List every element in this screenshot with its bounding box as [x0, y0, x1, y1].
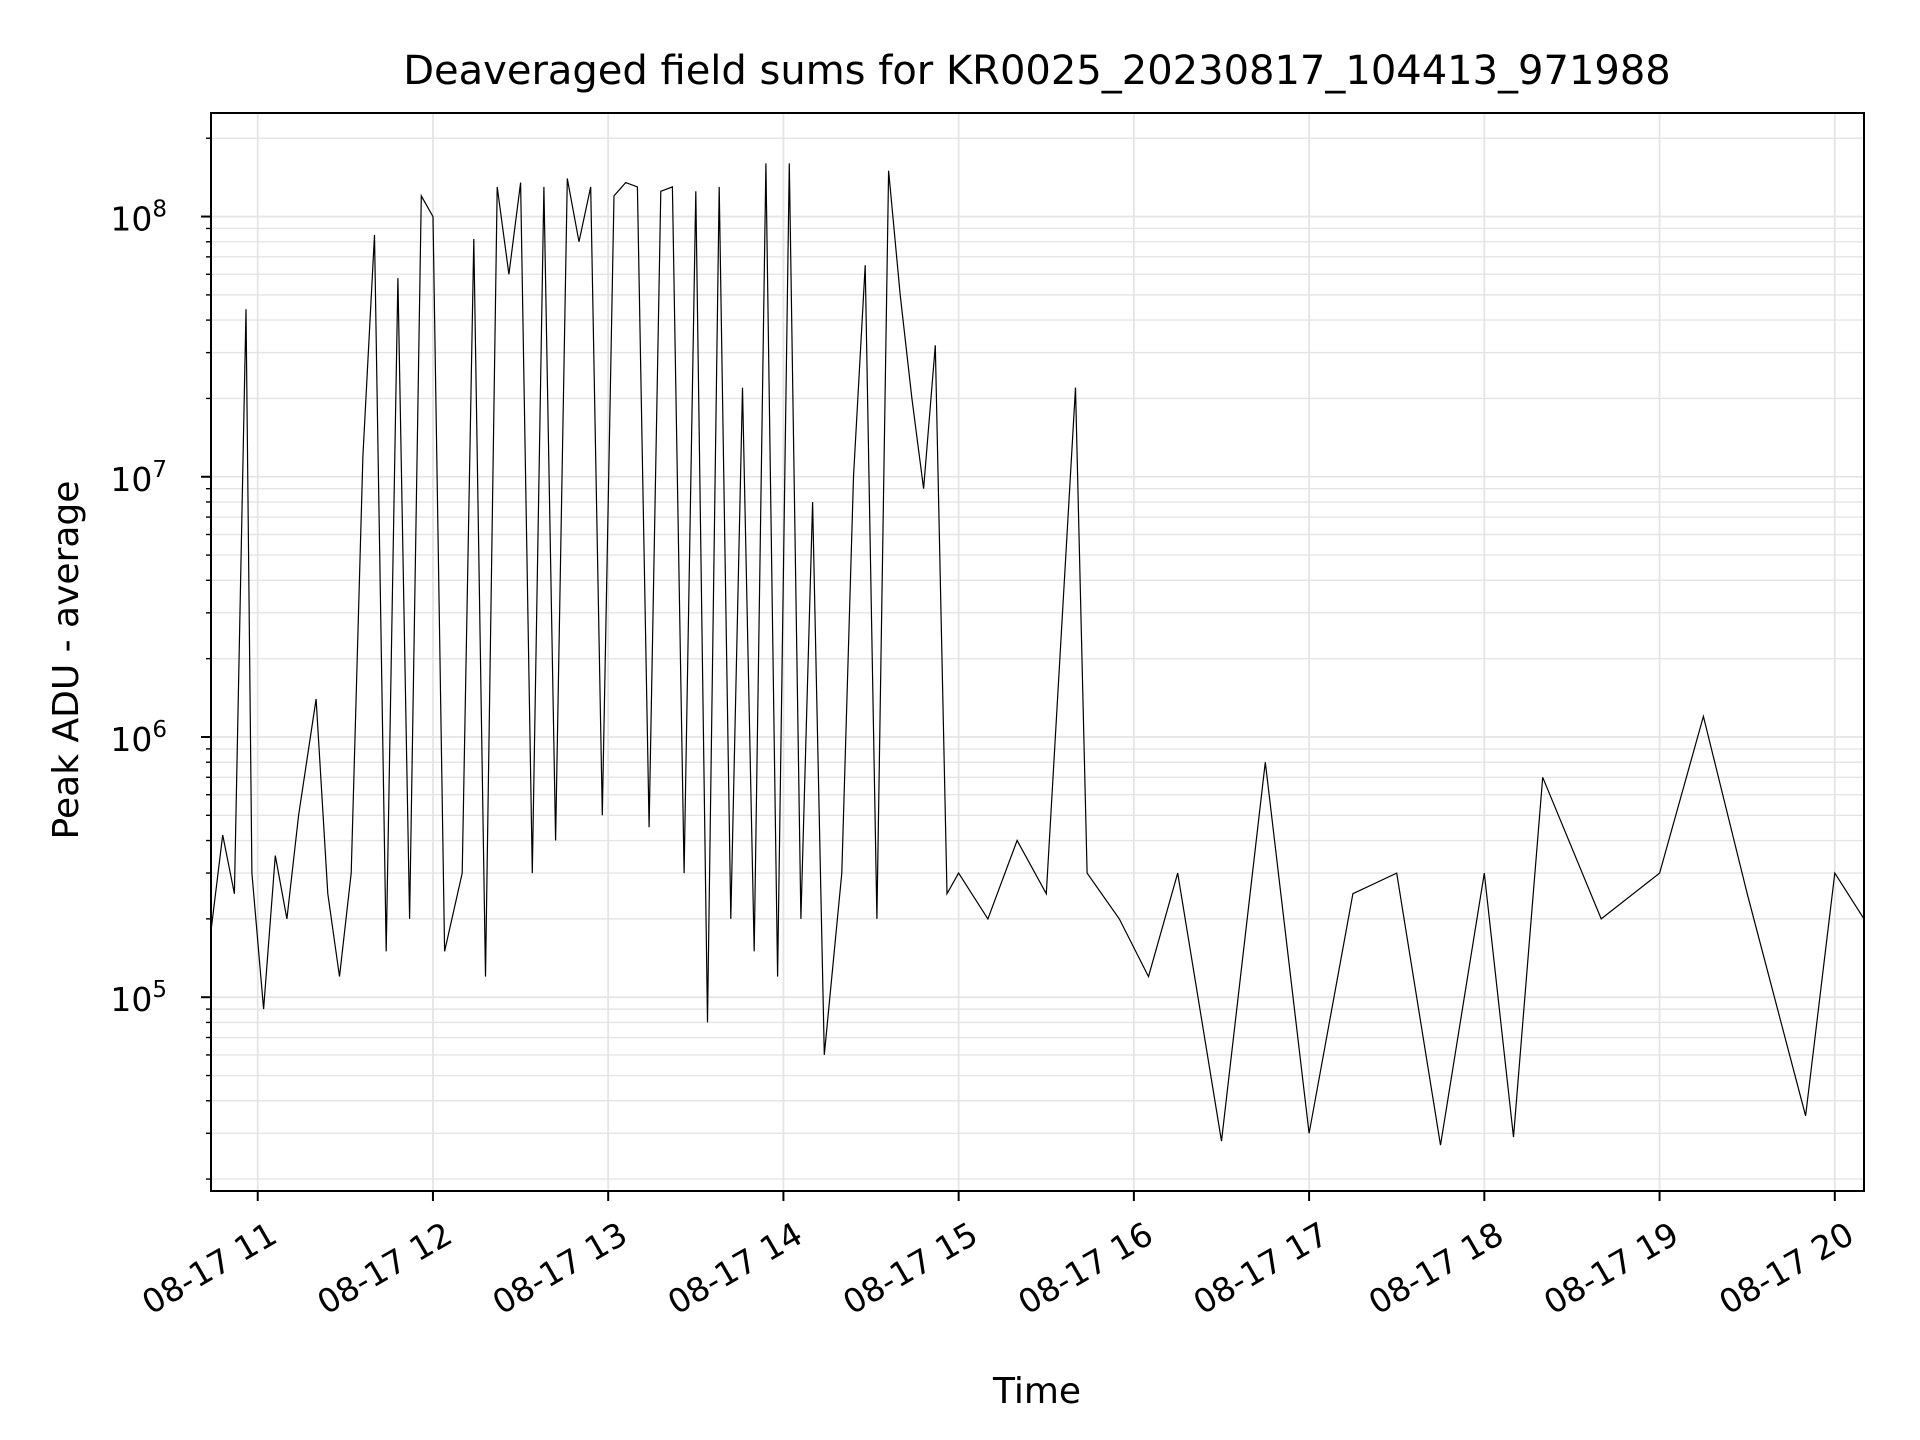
- x-tick-label: 08-17 16: [1011, 1214, 1159, 1322]
- x-tick-label: 08-17 17: [1187, 1214, 1335, 1322]
- plot-area: [210, 163, 1865, 1146]
- x-tick-label: 08-17 20: [1712, 1214, 1860, 1322]
- x-tick-label: 08-17 19: [1537, 1214, 1685, 1322]
- x-ticks: 08-17 11 08-17 12 08-17 13 08-17 14 08-17 15…: [135, 1191, 1860, 1322]
- axes-frame: [210, 112, 1865, 1192]
- y-tick-label: 106: [110, 717, 167, 759]
- x-tick-label: 08-17 12: [311, 1214, 459, 1322]
- x-tick-label: 08-17 11: [135, 1214, 283, 1322]
- x-tick-label: 08-17 14: [661, 1214, 809, 1322]
- x-tick-label: 08-17 13: [486, 1214, 634, 1322]
- y-ticks: 105 106 107 108: [110, 137, 211, 1180]
- chart-title: Deaveraged field sums for KR0025_2023081…: [403, 48, 1671, 94]
- series-line: [210, 163, 1865, 1146]
- x-axis-label: Time: [992, 1371, 1081, 1412]
- y-tick-label: 108: [110, 197, 167, 239]
- x-tick-label: 08-17 15: [836, 1214, 984, 1322]
- grid-lines: [211, 113, 1864, 1191]
- y-tick-label: 105: [110, 977, 167, 1019]
- y-tick-label: 107: [110, 457, 167, 499]
- y-axis-label: Peak ADU - average: [46, 481, 87, 840]
- x-tick-label: 08-17 18: [1362, 1214, 1510, 1322]
